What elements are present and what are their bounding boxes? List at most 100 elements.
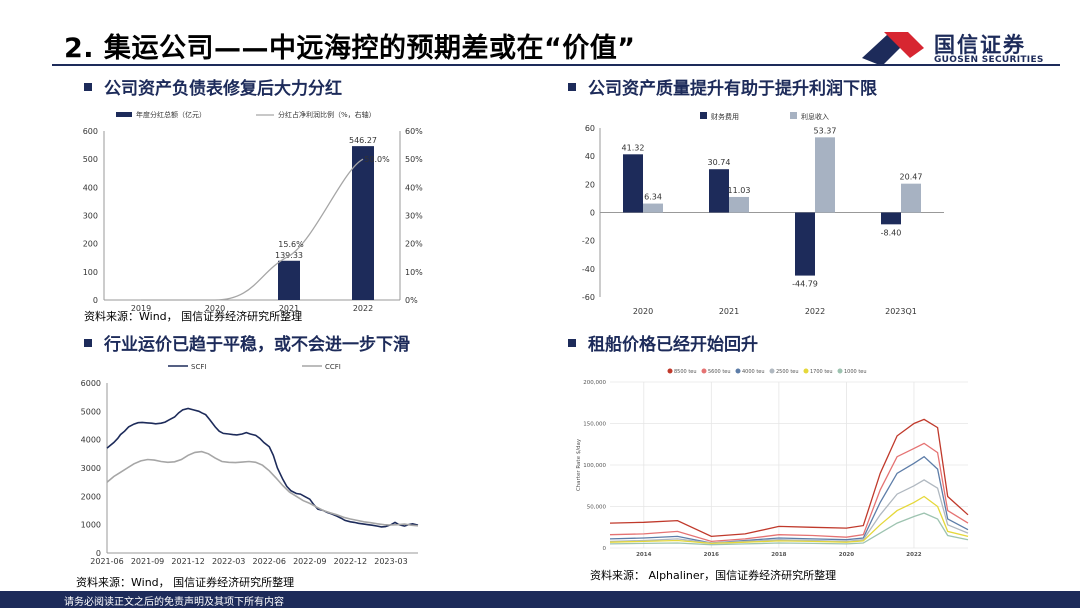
source-note-freight: 资料来源：Wind， 国信证券经济研究所整理 <box>76 576 295 589</box>
y-tick-label: 0 <box>96 549 101 558</box>
y-tick-label: -40 <box>582 265 595 274</box>
legend-label: 利息收入 <box>801 112 829 121</box>
logo-text-cn: 国信证券 <box>934 33 1026 57</box>
bullet-square-icon <box>84 83 92 91</box>
legend-swatch <box>735 368 741 374</box>
x-tick-label: 2022-12 <box>334 557 367 566</box>
y-tick-label: 2000 <box>81 492 101 501</box>
bar <box>901 183 921 213</box>
series-line <box>609 479 969 544</box>
x-tick-label: 2021-12 <box>171 557 204 566</box>
x-tick-label: 2020 <box>633 307 653 316</box>
x-tick-label: 2022-09 <box>293 557 326 566</box>
section-title-charter: 租船价格已经开始回升 <box>568 330 758 355</box>
y-tick-label: 100,000 <box>583 463 606 469</box>
line-data-label: 15.6% <box>278 240 304 249</box>
x-tick-label: 2018 <box>771 552 786 558</box>
legend-label: CCFI <box>325 363 341 371</box>
bar <box>815 137 835 213</box>
y-tick-label: 1000 <box>81 521 101 530</box>
x-tick-label: 2022 <box>805 307 825 316</box>
y-tick-label: 40 <box>585 152 595 161</box>
logo-text-en: GUOSEN SECURITIES <box>934 55 1044 65</box>
y-tick-label: 0 <box>590 209 595 218</box>
y-tick-label: -60 <box>582 293 595 302</box>
section-title-text: 租船价格已经开始回升 <box>588 335 758 355</box>
section-title-dividend: 公司资产负债表修复后大力分红 <box>84 74 342 99</box>
x-tick-label: 2022-06 <box>253 557 286 566</box>
y-tick-label: 200 <box>83 240 98 249</box>
series-line-payout-ratio <box>141 158 364 301</box>
y-tick-label: 0 <box>93 296 98 305</box>
section-title-text: 公司资产负债表修复后大力分红 <box>104 79 342 99</box>
series-line-ccfi <box>106 450 419 527</box>
bar <box>643 203 663 213</box>
y2-tick-label: 30% <box>405 212 423 221</box>
x-tick-label: 2022 <box>906 552 921 558</box>
y2-tick-label: 40% <box>405 183 423 192</box>
y-tick-label: 50,000 <box>587 505 607 511</box>
x-tick-label: 2014 <box>636 552 651 558</box>
source-note-dividend: 资料来源：Wind， 国信证券经济研究所整理 <box>84 310 303 323</box>
series-line <box>609 455 969 544</box>
legend-label: 年度分红总额（亿元） <box>136 110 206 119</box>
x-tick-label: 2023-03 <box>374 557 407 566</box>
x-tick-label: 2021 <box>719 307 739 316</box>
y-axis-label: Charter Rate $/day <box>576 438 582 491</box>
y-tick-label: 3000 <box>81 464 101 473</box>
source-note-charter: 资料来源： Alphaliner，国信证券经济研究所整理 <box>590 569 837 582</box>
x-tick-label: 2022-03 <box>212 557 245 566</box>
footer-disclaimer: 请务必阅读正文之后的免责声明及其项下所有内容 <box>64 597 284 608</box>
x-tick-label: 2023Q1 <box>885 307 917 316</box>
legend-label: 5600 teu <box>708 369 731 375</box>
y-tick-label: 4000 <box>81 436 101 445</box>
series-line-scfi <box>106 407 419 528</box>
y-tick-label: 400 <box>83 183 98 192</box>
series-line <box>609 442 969 543</box>
legend-swatch <box>837 368 843 374</box>
x-tick-label: 2022 <box>353 304 373 313</box>
bar-data-label: 546.27 <box>349 136 377 145</box>
bar-data-label: 20.47 <box>900 173 923 182</box>
bar <box>278 260 300 300</box>
page-title: 2. 集运公司——中远海控的预期差或在“价值” <box>64 33 636 64</box>
legend-label: 1700 teu <box>810 369 833 375</box>
bar-data-label: 6.34 <box>644 193 662 202</box>
legend-label: 财务费用 <box>711 112 739 121</box>
section-title-text: 公司资产质量提升有助于提升利润下限 <box>588 79 877 99</box>
bar <box>729 196 749 213</box>
legend-label: 8500 teu <box>674 369 697 375</box>
x-tick-label: 2020 <box>839 552 854 558</box>
x-tick-label: 2021-06 <box>90 557 123 566</box>
y-tick-label: 0 <box>603 546 607 552</box>
legend-swatch <box>769 368 775 374</box>
bar-data-label: 53.37 <box>814 126 837 135</box>
bar <box>795 212 815 276</box>
bar-data-label: 11.03 <box>728 186 751 195</box>
y2-tick-label: 0% <box>405 296 418 305</box>
legend-swatch-bar <box>116 112 132 117</box>
bar <box>709 169 729 213</box>
bar-data-label: 30.74 <box>708 158 731 167</box>
logo: 国信证券 GUOSEN SECURITIES <box>858 28 1058 68</box>
y2-tick-label: 20% <box>405 240 423 249</box>
section-title-asset-quality: 公司资产质量提升有助于提升利润下限 <box>568 74 877 99</box>
section-title-freight: 行业运价已趋于平稳，或不会进一步下滑 <box>84 330 410 355</box>
legend-label: 分红占净利润比例（%，右轴） <box>278 110 376 119</box>
logo-mark-icon <box>862 32 924 66</box>
y-tick-label: 600 <box>83 127 98 136</box>
bar-data-label: -44.79 <box>792 280 818 289</box>
x-tick-label: 2016 <box>704 552 719 558</box>
legend-swatch <box>790 112 797 119</box>
y-tick-label: 100 <box>83 268 98 277</box>
y-tick-label: 20 <box>585 180 595 189</box>
series-line <box>609 418 969 538</box>
bar-data-label: 139.33 <box>275 251 303 260</box>
bar-data-label: 41.32 <box>622 143 645 152</box>
y2-tick-label: 60% <box>405 127 423 136</box>
y-tick-label: 5000 <box>81 407 101 416</box>
x-tick-label: 2021-09 <box>131 557 164 566</box>
bullet-square-icon <box>568 83 576 91</box>
bullet-square-icon <box>84 339 92 347</box>
y-tick-label: 60 <box>585 124 595 133</box>
